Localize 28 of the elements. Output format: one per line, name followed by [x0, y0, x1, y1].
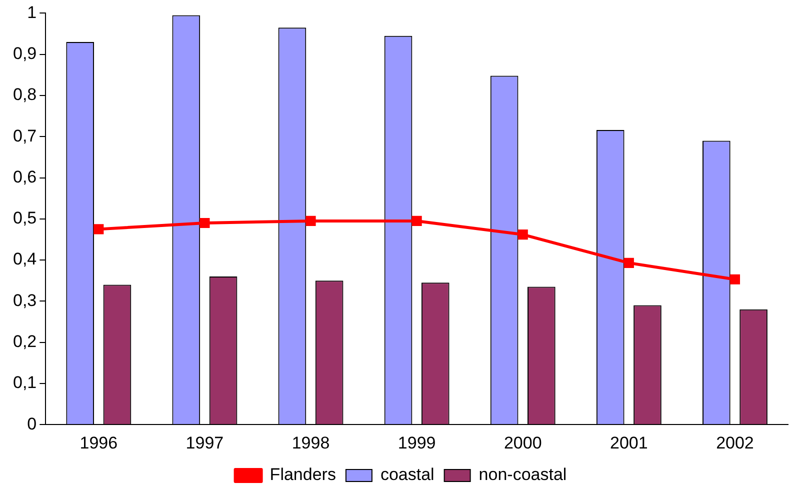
- x-tick-label: 1997: [186, 433, 224, 452]
- point: [730, 274, 740, 284]
- y-tick-label: 0,7: [12, 126, 37, 146]
- y-tick-label: 0,8: [12, 85, 37, 104]
- y-tick-label: 0,4: [12, 250, 37, 269]
- point: [518, 230, 528, 240]
- y-tick-label: 1: [27, 2, 37, 22]
- y-tick-label: 0,5: [12, 208, 37, 228]
- y-tick-label: 0,6: [12, 167, 37, 186]
- y-tick-label: 0: [27, 414, 37, 434]
- x-tick-label: 2002: [716, 433, 754, 452]
- y-tick-label: 0,9: [12, 44, 37, 64]
- y-tick-label: 0,1: [12, 373, 37, 392]
- point: [200, 218, 210, 228]
- point: [624, 258, 634, 268]
- point: [94, 224, 104, 234]
- x-tick-label: 1999: [398, 433, 436, 452]
- point: [306, 216, 316, 226]
- x-tick-label: 2001: [610, 433, 648, 452]
- y-tick-label: 0,3: [12, 290, 37, 310]
- y-tick-label: 0,2: [12, 332, 37, 352]
- point: [412, 216, 422, 226]
- legend-label: non-coastal: [478, 465, 567, 484]
- legend-label: Flanders: [270, 465, 336, 484]
- legend-label: coastal: [380, 465, 434, 484]
- x-tick-label: 1998: [292, 433, 330, 452]
- x-tick-label: 2000: [504, 433, 542, 452]
- x-tick-label: 1996: [80, 433, 118, 452]
